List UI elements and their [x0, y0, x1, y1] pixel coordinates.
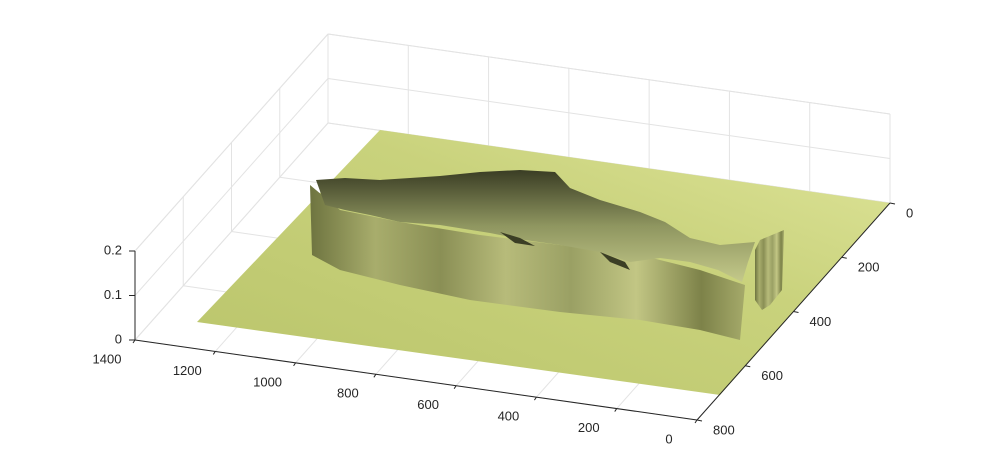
- grid-line: [134, 78, 329, 296]
- x-tick: [453, 385, 457, 389]
- axes: 0 200 400 600 800 1000 1200 1400 0 200 400 600 800 0 0…: [93, 202, 913, 446]
- x-tick-label: 1200: [173, 363, 202, 378]
- y-tick: [745, 365, 751, 368]
- x-tick: [694, 419, 698, 424]
- y-tick-label: 0: [906, 205, 913, 220]
- box-edge: [134, 33, 329, 252]
- y-tick: [696, 419, 703, 422]
- y-tick-label: 600: [761, 368, 783, 383]
- x-tick: [373, 374, 377, 378]
- x-tick-label: 1400: [93, 351, 122, 366]
- x-tick: [534, 396, 537, 401]
- x-tick: [614, 408, 618, 412]
- y-tick-label: 400: [810, 314, 832, 329]
- surface: [197, 130, 890, 395]
- x-tick-label: 1000: [253, 374, 282, 389]
- surface-fin: [500, 232, 535, 246]
- surface-wall: [310, 185, 745, 340]
- x-tick-label: 400: [498, 409, 520, 424]
- box-edge: [327, 33, 891, 115]
- y-tick-label: 200: [858, 260, 880, 275]
- x-tick: [293, 362, 296, 367]
- grid-line: [327, 78, 891, 159]
- x-tick-label: 200: [578, 420, 600, 435]
- grid-line: [134, 122, 329, 341]
- surface-fish: [316, 170, 755, 282]
- z-tick-label: 0: [115, 331, 122, 346]
- surface-wall: [755, 230, 784, 310]
- x-tick-label: 600: [417, 397, 439, 412]
- surface-fin: [600, 252, 630, 270]
- y-tick: [889, 202, 896, 205]
- x-tick: [212, 351, 216, 355]
- z-tick-label: 0.2: [104, 242, 122, 257]
- y-tick: [841, 256, 847, 259]
- x-axis: [134, 339, 698, 421]
- y-tick-label: 800: [713, 422, 735, 437]
- x-tick-label: 0: [665, 431, 672, 446]
- x-tick-label: 800: [337, 386, 359, 401]
- y-tick: [793, 311, 799, 313]
- z-tick-label: 0.1: [104, 287, 122, 302]
